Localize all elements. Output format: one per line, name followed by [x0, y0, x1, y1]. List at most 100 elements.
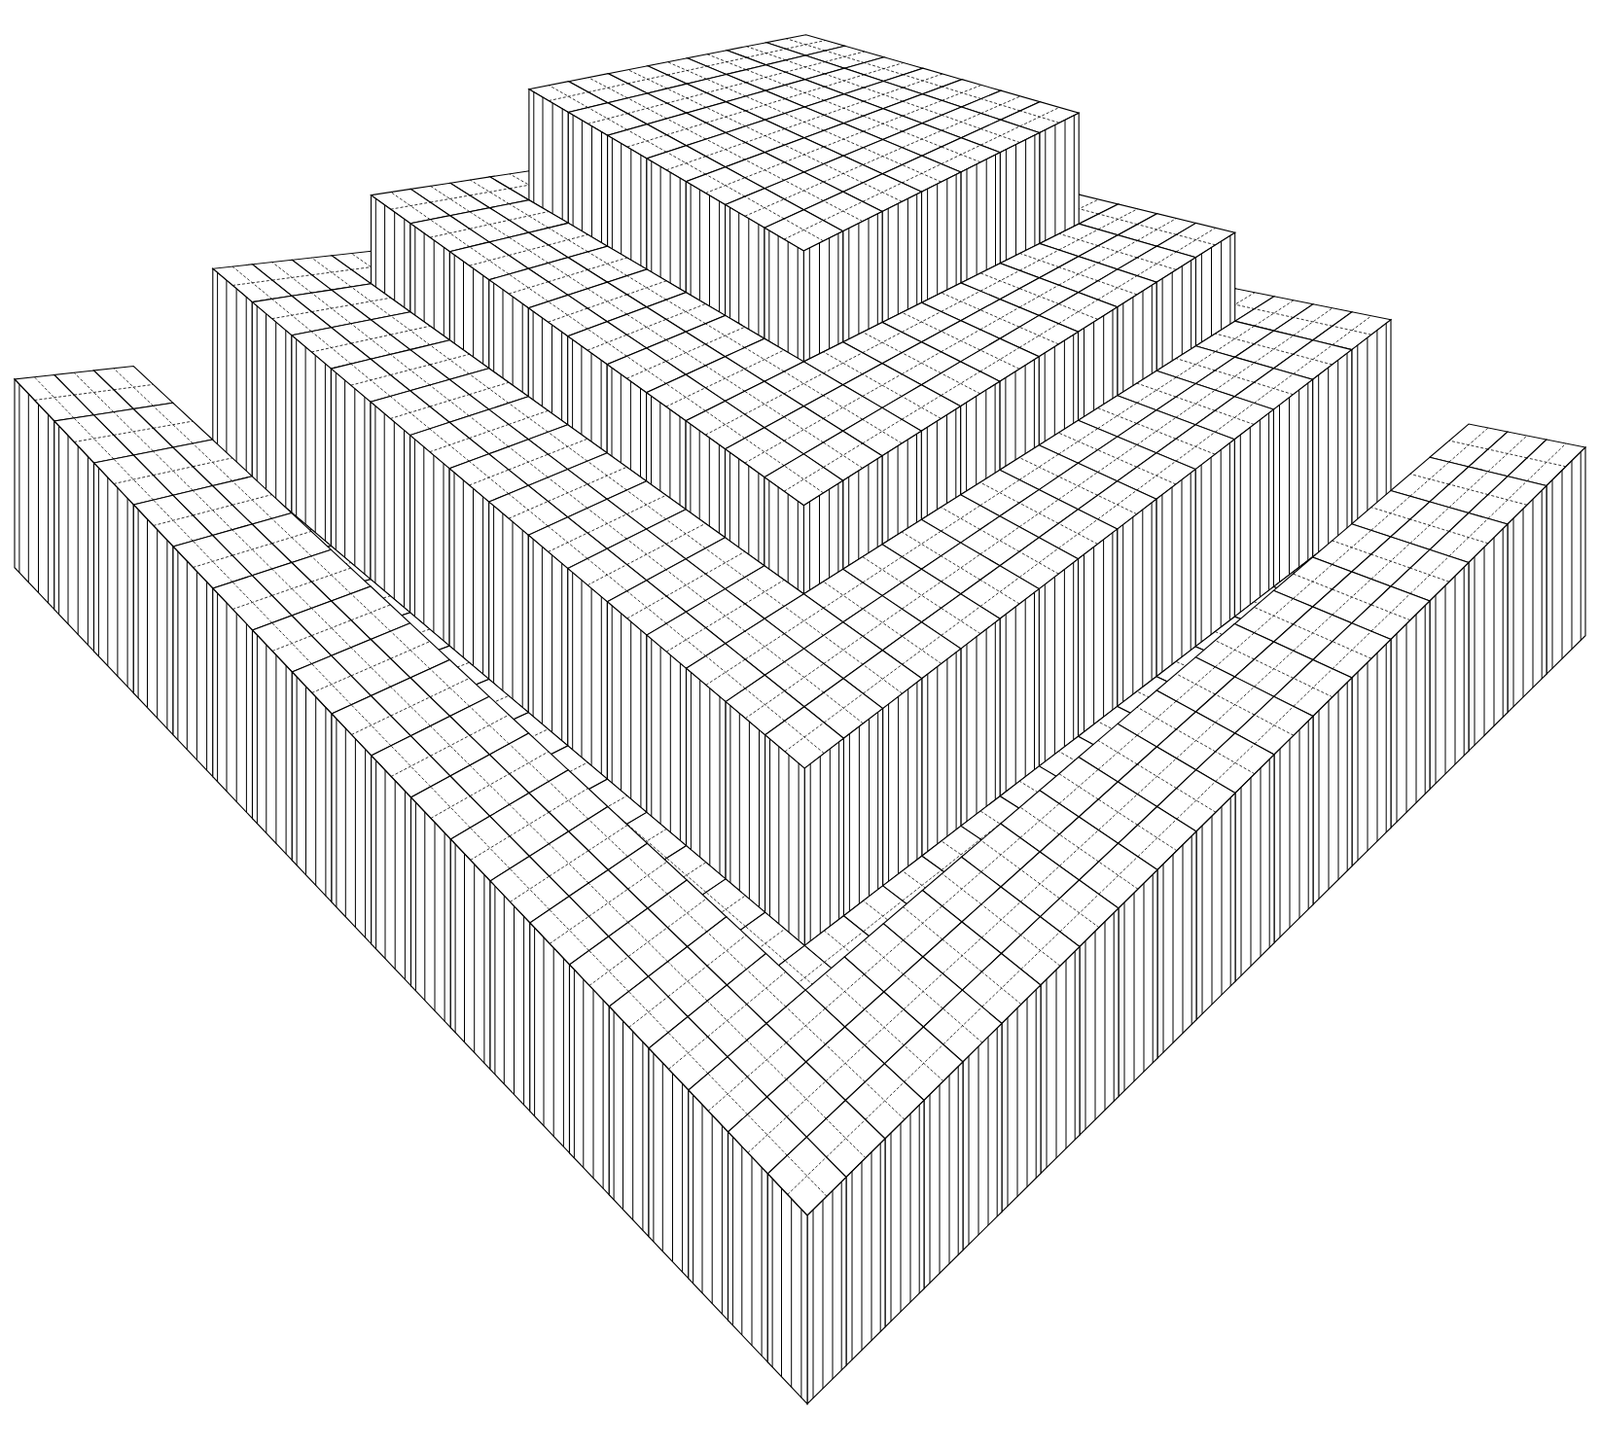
mesh-line: [1058, 428, 1098, 455]
wall-hatch: [926, 426, 928, 516]
mesh-line: [1253, 606, 1293, 625]
mesh-line: [823, 165, 864, 183]
wall-hatch: [949, 1075, 951, 1265]
wall-hatch: [871, 1152, 873, 1342]
wall-hatch: [761, 1168, 763, 1357]
wall-hatch: [1054, 576, 1056, 754]
mesh-line: [627, 281, 668, 295]
wall: [1196, 793, 1236, 1021]
mesh-line: [1215, 751, 1255, 775]
wall-hatch: [699, 189, 701, 301]
mesh-line: [941, 144, 982, 164]
mesh-line: [706, 107, 746, 127]
mesh-line: [902, 101, 942, 115]
wall-hatch: [512, 522, 514, 700]
mesh-line: [587, 251, 627, 277]
wall-hatch: [1230, 797, 1232, 987]
mesh-line: [1098, 445, 1138, 473]
mesh-line: [1059, 233, 1099, 246]
wall-hatch: [1279, 405, 1280, 583]
mesh-line: [863, 115, 904, 132]
mesh-line: [1019, 288, 1059, 305]
mesh-line: [666, 304, 707, 320]
mesh-line: [391, 746, 431, 787]
wall-hatch: [275, 321, 277, 499]
mesh-line: [862, 664, 903, 694]
mesh-line: [786, 1081, 826, 1118]
wall-hatch: [443, 247, 445, 336]
wall-hatch: [1327, 367, 1329, 545]
wall-hatch: [966, 169, 968, 281]
mesh-line: [508, 274, 548, 302]
wall-hatch: [593, 990, 595, 1179]
mesh-line: [862, 419, 902, 444]
mesh-line: [667, 118, 707, 140]
wall: [1234, 409, 1274, 617]
wall-hatch: [415, 802, 417, 992]
wall-hatch: [880, 1143, 882, 1333]
mesh-line: [1488, 495, 1528, 506]
mesh-line: [980, 273, 1020, 289]
wall-hatch: [790, 1199, 792, 1388]
wall-hatch: [433, 240, 435, 329]
wall-hatch: [106, 477, 108, 667]
mesh-line: [1137, 377, 1176, 403]
wall: [688, 1090, 729, 1321]
wall: [370, 401, 411, 613]
mesh-line: [901, 352, 941, 375]
mesh-line: [1058, 519, 1098, 549]
mesh-line: [745, 577, 785, 607]
mesh-line: [508, 744, 549, 783]
wall-hatch: [127, 498, 129, 688]
mesh-line: [746, 70, 785, 86]
wall-hatch: [868, 218, 870, 330]
wall-hatch: [848, 476, 850, 566]
mesh-line: [587, 113, 628, 125]
wall-hatch: [246, 624, 248, 814]
mesh-line: [1020, 866, 1060, 903]
wall-hatch: [797, 247, 799, 358]
mesh-line: [705, 414, 745, 435]
mesh-line: [705, 177, 746, 194]
mesh-line: [548, 788, 588, 814]
mesh-line: [901, 532, 941, 557]
wall-hatch: [890, 1133, 892, 1322]
wall-hatch: [747, 218, 749, 330]
mesh-line: [783, 417, 823, 443]
wall-hatch: [1046, 979, 1048, 1169]
wall-hatch: [797, 500, 799, 590]
wall: [569, 964, 610, 1196]
mesh-line: [862, 608, 902, 637]
wall: [922, 648, 961, 856]
mesh-line: [1137, 417, 1176, 445]
wall-hatch: [916, 433, 918, 523]
wall-hatch: [702, 1104, 704, 1294]
wall-hatch: [206, 582, 208, 772]
mesh-line: [862, 147, 903, 166]
wall-hatch: [681, 1084, 683, 1274]
mesh-line: [941, 554, 981, 582]
mesh-line: [469, 255, 510, 267]
mesh-line: [903, 74, 943, 87]
wall: [1156, 469, 1196, 677]
wall-hatch: [444, 833, 446, 1023]
wall: [765, 735, 806, 947]
mesh-line: [311, 620, 352, 637]
wall-hatch: [985, 390, 987, 479]
wall-hatch: [976, 637, 978, 815]
wall: [960, 152, 1000, 284]
wall-hatch: [542, 97, 544, 209]
wall-hatch: [385, 770, 387, 960]
wall: [1118, 870, 1158, 1098]
mesh-line: [823, 130, 863, 148]
mesh-line: [1371, 604, 1411, 621]
wall-hatch: [1288, 397, 1290, 575]
wall-hatch: [1357, 672, 1359, 861]
wall-hatch: [573, 969, 575, 1159]
wall-hatch: [375, 760, 377, 950]
wall-hatch: [620, 613, 622, 791]
wall-hatch: [601, 597, 603, 775]
wall-hatch: [966, 644, 968, 822]
mesh-line: [113, 475, 154, 485]
wall-hatch: [719, 696, 721, 874]
